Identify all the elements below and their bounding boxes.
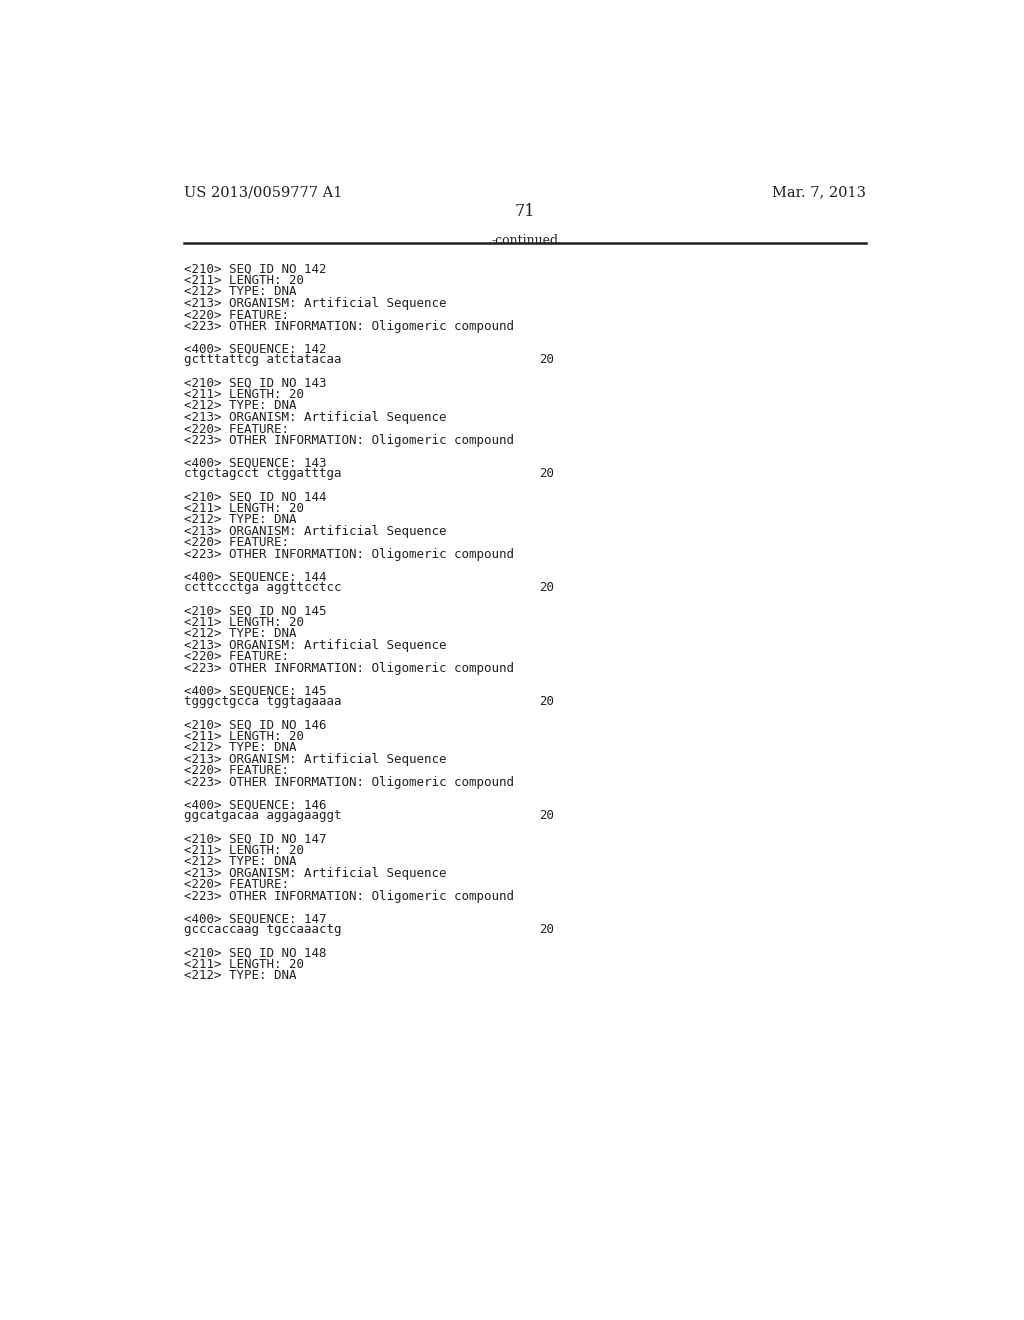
Text: <211> LENGTH: 20: <211> LENGTH: 20	[183, 730, 304, 743]
Text: <210> SEQ ID NO 143: <210> SEQ ID NO 143	[183, 376, 327, 389]
Text: 20: 20	[539, 696, 554, 708]
Text: <210> SEQ ID NO 148: <210> SEQ ID NO 148	[183, 946, 327, 960]
Text: <220> FEATURE:: <220> FEATURE:	[183, 878, 289, 891]
Text: ggcatgacaa aggagaaggt: ggcatgacaa aggagaaggt	[183, 809, 341, 822]
Text: 20: 20	[539, 581, 554, 594]
Text: <400> SEQUENCE: 142: <400> SEQUENCE: 142	[183, 342, 327, 355]
Text: US 2013/0059777 A1: US 2013/0059777 A1	[183, 185, 342, 199]
Text: <400> SEQUENCE: 146: <400> SEQUENCE: 146	[183, 799, 327, 812]
Text: <220> FEATURE:: <220> FEATURE:	[183, 536, 289, 549]
Text: <223> OTHER INFORMATION: Oligomeric compound: <223> OTHER INFORMATION: Oligomeric comp…	[183, 434, 514, 447]
Text: <400> SEQUENCE: 143: <400> SEQUENCE: 143	[183, 457, 327, 470]
Text: <210> SEQ ID NO 142: <210> SEQ ID NO 142	[183, 263, 327, 276]
Text: <211> LENGTH: 20: <211> LENGTH: 20	[183, 615, 304, 628]
Text: <210> SEQ ID NO 145: <210> SEQ ID NO 145	[183, 605, 327, 618]
Text: <212> TYPE: DNA: <212> TYPE: DNA	[183, 285, 296, 298]
Text: <400> SEQUENCE: 144: <400> SEQUENCE: 144	[183, 570, 327, 583]
Text: gcccaccaag tgccaaactg: gcccaccaag tgccaaactg	[183, 923, 341, 936]
Text: Mar. 7, 2013: Mar. 7, 2013	[772, 185, 866, 199]
Text: 71: 71	[514, 203, 536, 220]
Text: <212> TYPE: DNA: <212> TYPE: DNA	[183, 969, 296, 982]
Text: <212> TYPE: DNA: <212> TYPE: DNA	[183, 855, 296, 869]
Text: <212> TYPE: DNA: <212> TYPE: DNA	[183, 627, 296, 640]
Text: ctgctagcct ctggatttga: ctgctagcct ctggatttga	[183, 467, 341, 480]
Text: <212> TYPE: DNA: <212> TYPE: DNA	[183, 742, 296, 754]
Text: gctttattcg atctatacaa: gctttattcg atctatacaa	[183, 354, 341, 366]
Text: <400> SEQUENCE: 147: <400> SEQUENCE: 147	[183, 912, 327, 925]
Text: <211> LENGTH: 20: <211> LENGTH: 20	[183, 502, 304, 515]
Text: 20: 20	[539, 467, 554, 480]
Text: <220> FEATURE:: <220> FEATURE:	[183, 651, 289, 664]
Text: <213> ORGANISM: Artificial Sequence: <213> ORGANISM: Artificial Sequence	[183, 639, 446, 652]
Text: <220> FEATURE:: <220> FEATURE:	[183, 422, 289, 436]
Text: <220> FEATURE:: <220> FEATURE:	[183, 309, 289, 322]
Text: <223> OTHER INFORMATION: Oligomeric compound: <223> OTHER INFORMATION: Oligomeric comp…	[183, 776, 514, 789]
Text: 20: 20	[539, 923, 554, 936]
Text: <223> OTHER INFORMATION: Oligomeric compound: <223> OTHER INFORMATION: Oligomeric comp…	[183, 663, 514, 675]
Text: <211> LENGTH: 20: <211> LENGTH: 20	[183, 275, 304, 286]
Text: <223> OTHER INFORMATION: Oligomeric compound: <223> OTHER INFORMATION: Oligomeric comp…	[183, 890, 514, 903]
Text: <211> LENGTH: 20: <211> LENGTH: 20	[183, 958, 304, 970]
Text: <212> TYPE: DNA: <212> TYPE: DNA	[183, 400, 296, 412]
Text: <210> SEQ ID NO 146: <210> SEQ ID NO 146	[183, 718, 327, 731]
Text: <213> ORGANISM: Artificial Sequence: <213> ORGANISM: Artificial Sequence	[183, 297, 446, 310]
Text: -continued: -continued	[492, 234, 558, 247]
Text: <223> OTHER INFORMATION: Oligomeric compound: <223> OTHER INFORMATION: Oligomeric comp…	[183, 321, 514, 333]
Text: 20: 20	[539, 354, 554, 366]
Text: <210> SEQ ID NO 147: <210> SEQ ID NO 147	[183, 832, 327, 845]
Text: <211> LENGTH: 20: <211> LENGTH: 20	[183, 843, 304, 857]
Text: <213> ORGANISM: Artificial Sequence: <213> ORGANISM: Artificial Sequence	[183, 752, 446, 766]
Text: <210> SEQ ID NO 144: <210> SEQ ID NO 144	[183, 490, 327, 503]
Text: <213> ORGANISM: Artificial Sequence: <213> ORGANISM: Artificial Sequence	[183, 867, 446, 880]
Text: <223> OTHER INFORMATION: Oligomeric compound: <223> OTHER INFORMATION: Oligomeric comp…	[183, 548, 514, 561]
Text: <211> LENGTH: 20: <211> LENGTH: 20	[183, 388, 304, 401]
Text: <213> ORGANISM: Artificial Sequence: <213> ORGANISM: Artificial Sequence	[183, 411, 446, 424]
Text: <213> ORGANISM: Artificial Sequence: <213> ORGANISM: Artificial Sequence	[183, 525, 446, 539]
Text: <220> FEATURE:: <220> FEATURE:	[183, 764, 289, 777]
Text: 20: 20	[539, 809, 554, 822]
Text: <212> TYPE: DNA: <212> TYPE: DNA	[183, 513, 296, 527]
Text: <400> SEQUENCE: 145: <400> SEQUENCE: 145	[183, 684, 327, 697]
Text: ccttccctga aggttcctcc: ccttccctga aggttcctcc	[183, 581, 341, 594]
Text: tgggctgcca tggtagaaaa: tgggctgcca tggtagaaaa	[183, 696, 341, 708]
